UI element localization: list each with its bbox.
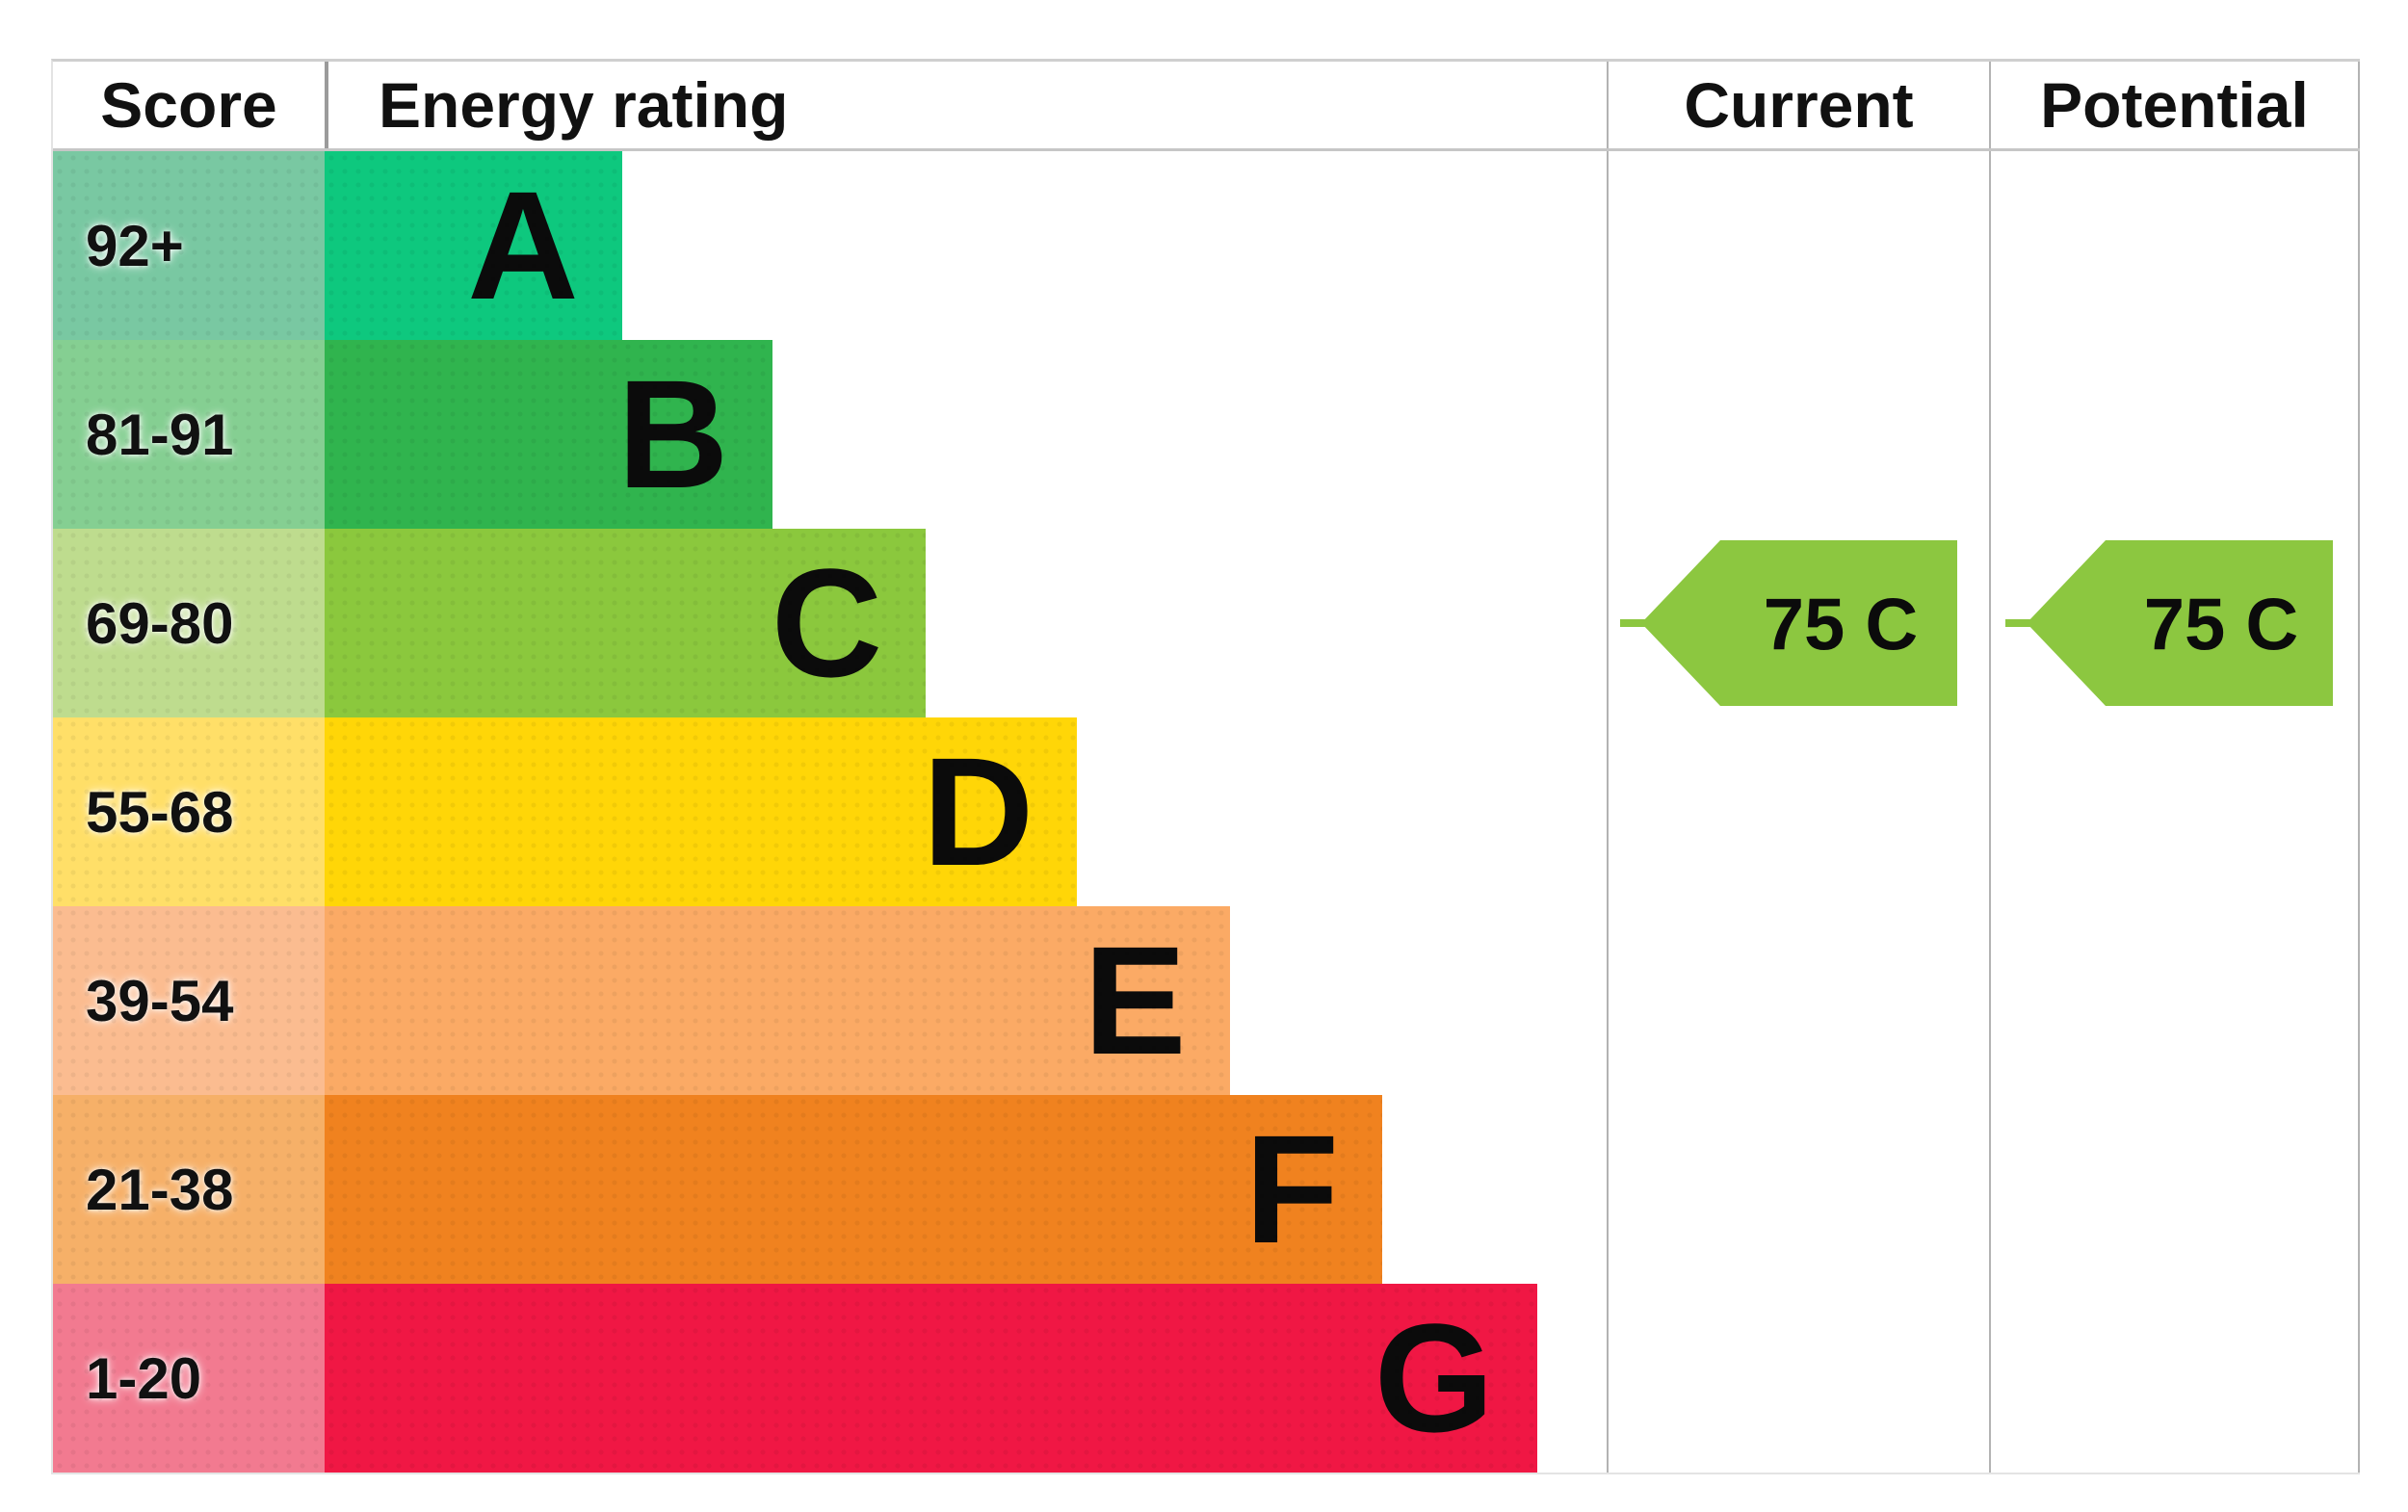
current-column-cell <box>1607 906 1989 1095</box>
epc-table: Score Energy rating Current Potential 92… <box>51 59 2360 1474</box>
score-range-label: 21-38 <box>53 1095 325 1284</box>
band-letter: G <box>1374 1291 1495 1464</box>
rating-bar-g: G <box>325 1284 1538 1473</box>
current-column-cell <box>1607 340 1989 529</box>
rating-bar-track: D <box>325 717 1607 906</box>
potential-column-cell <box>1989 340 2360 529</box>
rating-bar-b: B <box>325 340 772 529</box>
band-row-a: 92+ A <box>53 151 2360 340</box>
rating-bar-track: E <box>325 906 1607 1095</box>
score-range-label: 92+ <box>53 151 325 340</box>
score-range-label: 55-68 <box>53 717 325 906</box>
rating-bar-f: F <box>325 1095 1383 1284</box>
band-row-e: 39-54 E <box>53 906 2360 1095</box>
band-letter: E <box>1083 914 1187 1086</box>
rating-bar-track: F <box>325 1095 1607 1284</box>
rating-bar-e: E <box>325 906 1230 1095</box>
band-row-c: 69-80 C <box>53 529 2360 717</box>
potential-column-cell <box>1989 529 2360 717</box>
band-letter: F <box>1244 1103 1340 1275</box>
arrow-tail <box>2005 619 2032 627</box>
rating-bar-a: A <box>325 151 622 340</box>
potential-column-cell <box>1989 1095 2360 1284</box>
current-column-cell <box>1607 1095 1989 1284</box>
current-column-cell <box>1607 529 1989 717</box>
rating-bar-track: A <box>325 151 1607 340</box>
rating-bar-track: B <box>325 340 1607 529</box>
band-row-g: 1-20 G <box>53 1284 2360 1473</box>
rating-bar-track: G <box>325 1284 1607 1473</box>
current-rating-value: 75 C <box>1764 585 1919 666</box>
current-column-header: Current <box>1607 62 1989 148</box>
score-range-label: 81-91 <box>53 340 325 529</box>
rating-bar-d: D <box>325 717 1078 906</box>
band-row-f: 21-38 F <box>53 1095 2360 1284</box>
band-row-b: 81-91 B <box>53 340 2360 529</box>
potential-column-header: Potential <box>1989 62 2360 148</box>
current-rating-arrow: 75 C <box>1620 540 1957 706</box>
band-row-d: 55-68 D <box>53 717 2360 906</box>
current-column-cell <box>1607 717 1989 906</box>
score-column-header: Score <box>100 69 277 141</box>
potential-rating-arrow: 75 C <box>2005 540 2333 706</box>
potential-column-cell <box>1989 906 2360 1095</box>
arrow-tail <box>1620 619 1647 627</box>
potential-column-cell <box>1989 1284 2360 1473</box>
left-arrow-shape <box>1641 540 1957 706</box>
rating-bar-c: C <box>325 529 927 717</box>
table-header-row: Score Energy rating Current Potential <box>53 62 2360 151</box>
potential-column-cell <box>1989 717 2360 906</box>
current-column-cell <box>1607 1284 1989 1473</box>
score-range-label: 1-20 <box>53 1284 325 1473</box>
potential-rating-value: 75 C <box>2144 585 2299 666</box>
energy-rating-column-header: Energy rating <box>325 62 1607 148</box>
left-arrow-shape <box>2027 540 2333 706</box>
score-range-label: 39-54 <box>53 906 325 1095</box>
potential-column-cell <box>1989 151 2360 340</box>
band-letter: B <box>616 348 729 520</box>
band-letter: C <box>771 536 883 709</box>
band-letter: A <box>467 159 579 331</box>
current-column-cell <box>1607 151 1989 340</box>
band-letter: D <box>922 725 1034 898</box>
rating-bar-track: C <box>325 529 1607 717</box>
score-range-label: 69-80 <box>53 529 325 717</box>
